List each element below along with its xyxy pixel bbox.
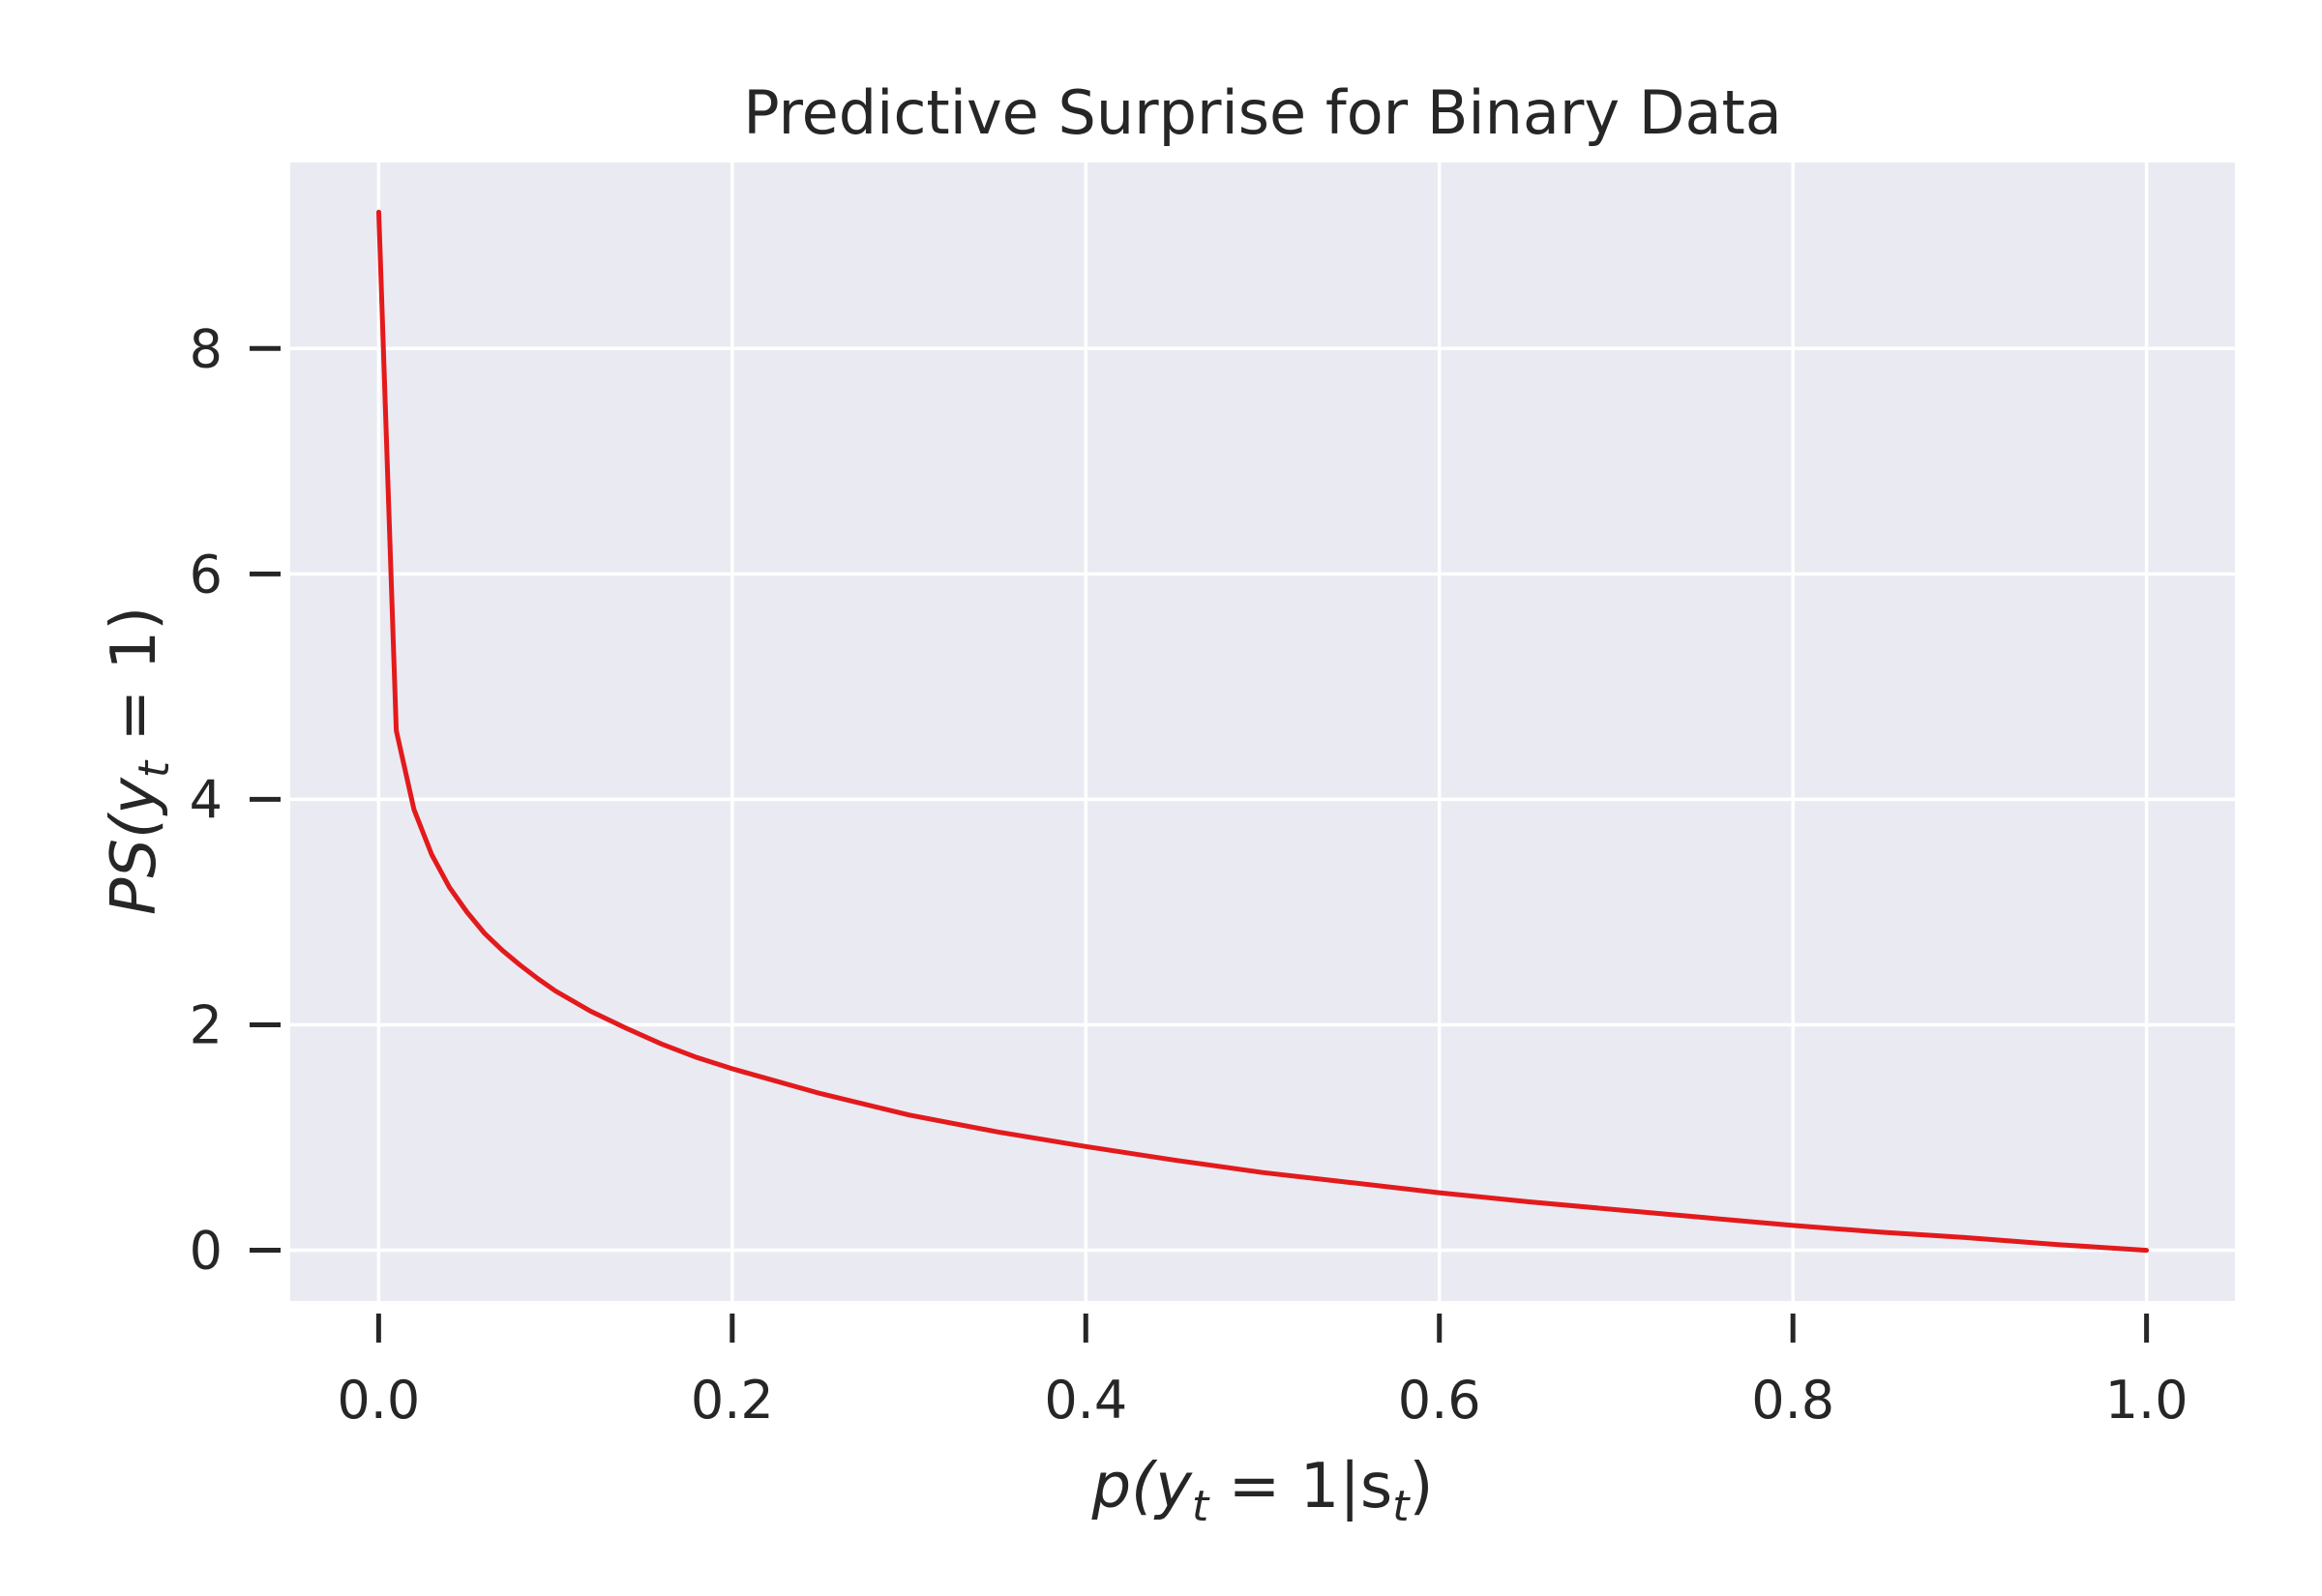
x-tick-label: 0.0 xyxy=(337,1370,420,1431)
y-axis-label: PS(yt = 1) xyxy=(99,606,179,915)
y-tick-label: 2 xyxy=(190,994,223,1055)
y-tick-label: 4 xyxy=(190,769,223,830)
x-tick-label: 0.6 xyxy=(1398,1370,1481,1431)
y-tick-label: 8 xyxy=(190,318,223,379)
plot-area xyxy=(290,163,2235,1301)
grid xyxy=(290,163,2235,1301)
x-tick-label: 1.0 xyxy=(2105,1370,2188,1431)
series-layer xyxy=(376,209,2150,1254)
x-axis-label: p(yt = 1|st) xyxy=(1091,1451,1434,1531)
y-tick-label: 0 xyxy=(190,1221,223,1282)
axis-ticks: 0.0 0.2 0.4 0.6 0.8 1.0 0 2 4 6 8 xyxy=(190,318,2188,1431)
y-tick-label: 6 xyxy=(190,544,223,605)
x-tick-label: 0.8 xyxy=(1751,1370,1834,1431)
x-tick-label: 0.4 xyxy=(1044,1370,1127,1431)
x-tick-label: 0.2 xyxy=(691,1370,774,1431)
chart-title: Predictive Surprise for Binary Data xyxy=(743,77,1782,148)
series-line xyxy=(376,209,2150,1254)
